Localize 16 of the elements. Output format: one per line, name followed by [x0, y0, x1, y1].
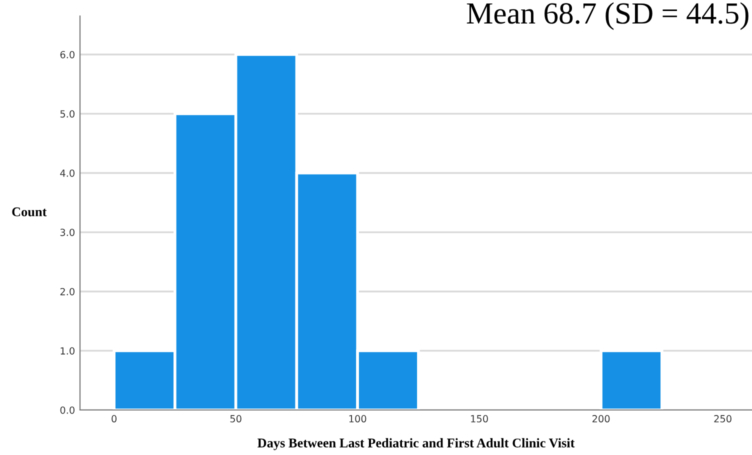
y-tick-label: 2.0	[60, 288, 74, 296]
chart-title: Mean 68.7 (SD = 44.5)	[466, 2, 748, 30]
y-tick-label: 4.0	[60, 169, 74, 177]
y-tick-label: 6.0	[60, 50, 74, 58]
x-tick-label: 250	[714, 415, 732, 422]
x-tick-label: 0	[112, 415, 117, 422]
y-tick-label: 1.0	[60, 347, 74, 355]
y-tick-label: 3.0	[60, 228, 74, 236]
y-tick-label: 0.0	[60, 406, 74, 414]
x-tick-label: 100	[349, 415, 366, 422]
x-tick-label: 150	[471, 415, 488, 422]
y-axis-title: Count	[12, 207, 47, 216]
y-tick-label: 5.0	[60, 110, 74, 118]
x-axis-title: Days Between Last Pediatric and First Adult Clinic Visit	[258, 438, 575, 450]
x-tick-label: 50	[230, 415, 242, 422]
x-tick-label: 200	[592, 415, 610, 422]
